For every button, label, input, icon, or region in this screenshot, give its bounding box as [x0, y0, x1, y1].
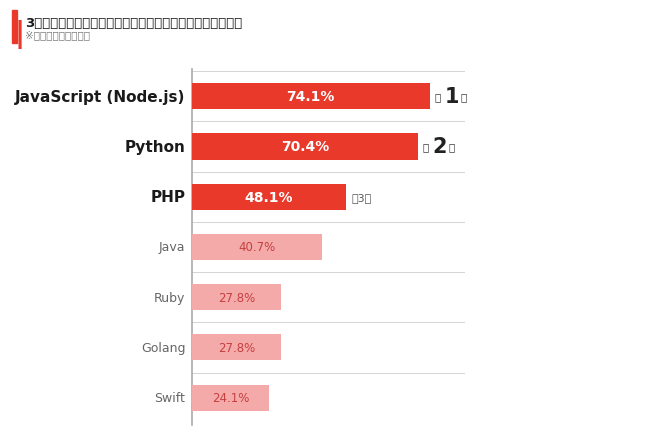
Text: 第: 第 — [435, 92, 441, 102]
Text: 1: 1 — [444, 87, 459, 107]
Text: 位: 位 — [448, 142, 454, 152]
Text: 74.1%: 74.1% — [287, 90, 335, 104]
Text: JavaScript (Node.js): JavaScript (Node.js) — [15, 89, 185, 105]
Bar — [192, 134, 418, 160]
Bar — [192, 284, 281, 311]
Text: 第: 第 — [422, 142, 429, 152]
Text: PHP: PHP — [150, 190, 185, 205]
Text: Ruby: Ruby — [154, 291, 185, 304]
Text: 48.1%: 48.1% — [245, 190, 293, 204]
Text: 3年後仕事で使えそうなプログラミング言語（複数回答可）: 3年後仕事で使えそうなプログラミング言語（複数回答可） — [25, 17, 242, 30]
Text: 24.1%: 24.1% — [212, 391, 249, 404]
Text: 第3位: 第3位 — [351, 192, 371, 202]
Text: 70.4%: 70.4% — [281, 140, 329, 154]
Text: ※侍エンジニア塾調べ: ※侍エンジニア塾調べ — [25, 30, 90, 40]
Text: Swift: Swift — [155, 391, 185, 404]
Text: 位: 位 — [460, 92, 467, 102]
Text: Java: Java — [159, 241, 185, 254]
Bar — [192, 335, 281, 361]
Bar — [192, 84, 430, 110]
Text: 27.8%: 27.8% — [218, 291, 255, 304]
Text: Python: Python — [124, 140, 185, 155]
Text: |: | — [14, 20, 25, 49]
Text: 2: 2 — [432, 137, 447, 157]
Text: 27.8%: 27.8% — [218, 341, 255, 354]
Bar — [192, 184, 346, 210]
Text: Golang: Golang — [141, 341, 185, 354]
Text: 40.7%: 40.7% — [239, 241, 276, 254]
Bar — [192, 385, 269, 411]
Bar — [192, 234, 322, 260]
